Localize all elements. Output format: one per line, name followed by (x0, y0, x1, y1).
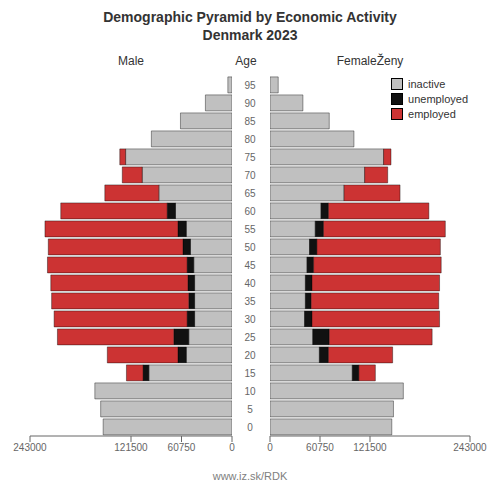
svg-text:50: 50 (244, 242, 256, 253)
svg-text:65: 65 (244, 188, 256, 199)
svg-text:0: 0 (229, 442, 235, 453)
svg-text:85: 85 (244, 116, 256, 127)
html-text:Demographic Pyramid by Economi: Demographic Pyramid by Economic Activity (103, 9, 397, 25)
html-text:employed: employed (408, 108, 456, 120)
html-text:Denmark 2023: Denmark 2023 (202, 27, 298, 43)
html-text:FemaleŽeny: FemaleŽeny (336, 54, 404, 68)
svg-text:60: 60 (244, 206, 256, 217)
svg-text:75: 75 (244, 152, 256, 163)
svg-text:30: 30 (244, 314, 256, 325)
svg-text:60750: 60750 (168, 442, 196, 453)
svg-text:0: 0 (267, 442, 273, 453)
svg-text:5: 5 (247, 404, 253, 415)
svg-text:60750: 60750 (306, 442, 334, 453)
svg-text:95: 95 (244, 80, 256, 91)
svg-text:25: 25 (244, 332, 256, 343)
html-text:www.iz.sk/RDK: www.iz.sk/RDK (212, 470, 288, 482)
html-text:Age: Age (235, 54, 257, 68)
svg-text:121500: 121500 (114, 442, 148, 453)
svg-text:90: 90 (244, 98, 256, 109)
svg-text:35: 35 (244, 296, 256, 307)
svg-text:70: 70 (244, 170, 256, 181)
svg-text:80: 80 (244, 134, 256, 145)
svg-text:243000: 243000 (13, 442, 47, 453)
svg-text:40: 40 (244, 278, 256, 289)
html-text:Male: Male (118, 54, 144, 68)
html-text:inactive: inactive (408, 78, 446, 90)
svg-text:243000: 243000 (453, 442, 487, 453)
svg-text:0: 0 (247, 422, 253, 433)
svg-text:10: 10 (244, 386, 256, 397)
svg-text:20: 20 (244, 350, 256, 361)
svg-text:55: 55 (244, 224, 256, 235)
svg-text:15: 15 (244, 368, 256, 379)
html-text:unemployed: unemployed (408, 93, 468, 105)
svg-text:121500: 121500 (353, 442, 387, 453)
svg-text:45: 45 (244, 260, 256, 271)
